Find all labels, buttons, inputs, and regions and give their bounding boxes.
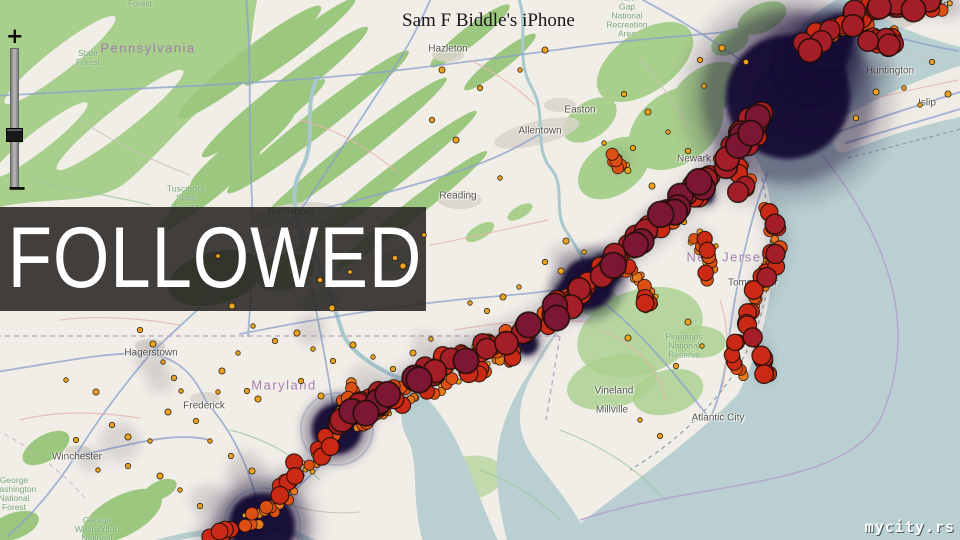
zoom-slider-handle[interactable]	[6, 128, 23, 142]
zoom-slider-track[interactable]	[10, 48, 19, 188]
zoom-out-button[interactable]: −	[7, 174, 28, 202]
device-title: Sam F Biddle's iPhone	[402, 10, 575, 31]
watermark: mycity.rs	[864, 518, 955, 536]
followed-banner-text: FOLLOWED	[7, 210, 423, 306]
followed-banner: FOLLOWED	[0, 207, 426, 311]
zoom-in-button[interactable]: +	[6, 24, 24, 48]
